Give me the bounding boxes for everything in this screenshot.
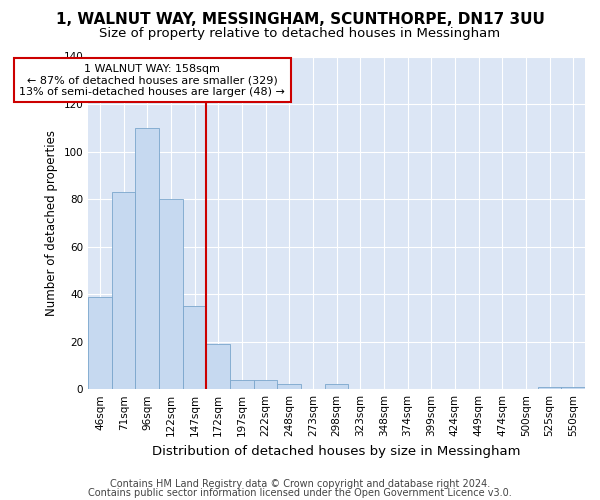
Bar bbox=[254, 380, 277, 389]
Bar bbox=[183, 306, 206, 389]
Text: 1 WALNUT WAY: 158sqm
← 87% of detached houses are smaller (329)
13% of semi-deta: 1 WALNUT WAY: 158sqm ← 87% of detached h… bbox=[19, 64, 285, 97]
Text: Contains public sector information licensed under the Open Government Licence v3: Contains public sector information licen… bbox=[88, 488, 512, 498]
Bar bbox=[562, 387, 585, 389]
Bar bbox=[112, 192, 136, 389]
Bar bbox=[538, 387, 562, 389]
Bar bbox=[88, 296, 112, 389]
Bar bbox=[206, 344, 230, 389]
X-axis label: Distribution of detached houses by size in Messingham: Distribution of detached houses by size … bbox=[152, 444, 521, 458]
Bar bbox=[136, 128, 159, 389]
Bar bbox=[277, 384, 301, 389]
Text: Contains HM Land Registry data © Crown copyright and database right 2024.: Contains HM Land Registry data © Crown c… bbox=[110, 479, 490, 489]
Bar bbox=[159, 199, 183, 389]
Bar bbox=[325, 384, 349, 389]
Y-axis label: Number of detached properties: Number of detached properties bbox=[45, 130, 58, 316]
Bar bbox=[230, 380, 254, 389]
Text: 1, WALNUT WAY, MESSINGHAM, SCUNTHORPE, DN17 3UU: 1, WALNUT WAY, MESSINGHAM, SCUNTHORPE, D… bbox=[56, 12, 544, 28]
Text: Size of property relative to detached houses in Messingham: Size of property relative to detached ho… bbox=[100, 28, 500, 40]
